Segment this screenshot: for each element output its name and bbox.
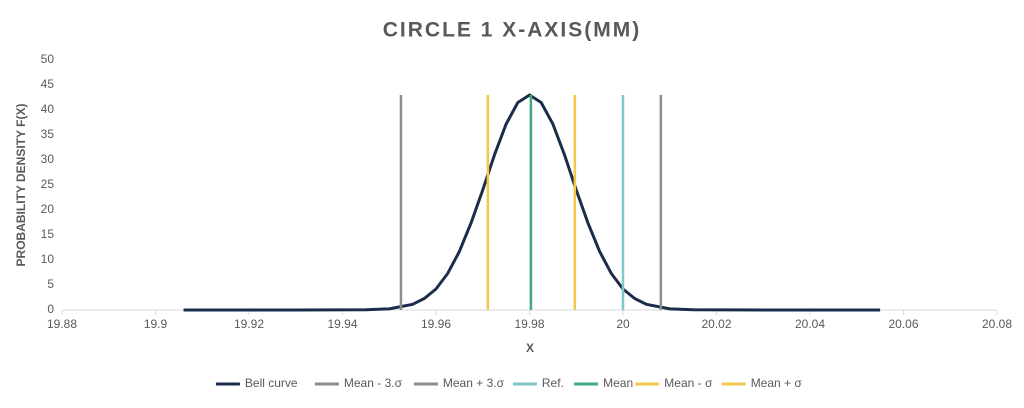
series-line [183, 93, 881, 312]
x-axis-title: X [526, 341, 534, 355]
legend-label: Mean [603, 376, 633, 390]
legend-label: Mean + 3.σ [443, 376, 505, 390]
y-tick-label: 20 [41, 202, 55, 216]
x-tick-label: 20 [616, 317, 630, 331]
legend-label: Bell curve [245, 376, 298, 390]
y-tick-label: 45 [41, 77, 55, 91]
y-tick-label: 5 [47, 277, 54, 291]
legend-label: Mean - 3.σ [344, 376, 403, 390]
x-tick-label: 20.04 [795, 317, 825, 331]
x-tick-label: 20.06 [888, 317, 918, 331]
y-tick-label: 25 [41, 177, 55, 191]
x-tick-label: 19.9 [144, 317, 168, 331]
y-tick-label: 15 [41, 227, 55, 241]
y-tick-label: 10 [41, 252, 55, 266]
x-tick-label: 20.08 [982, 317, 1012, 331]
chart-title: CIRCLE 1 X-AXIS(MM) [383, 19, 642, 42]
y-tick-label: 0 [47, 302, 54, 316]
x-tick-label: 20.02 [701, 317, 731, 331]
x-tick-label: 19.92 [234, 317, 264, 331]
x-tick-label: 19.88 [47, 317, 77, 331]
y-tick-label: 30 [41, 152, 55, 166]
x-tick-label: 19.94 [327, 317, 357, 331]
x-tick-label: 19.96 [421, 317, 451, 331]
y-axis-title: PROBABILITY DENSITY F(X) [14, 104, 28, 267]
legend-label: Mean - σ [664, 376, 713, 390]
y-tick-label: 35 [41, 127, 55, 141]
legend-label: Ref. [542, 376, 564, 390]
legend-label: Mean + σ [751, 376, 803, 390]
y-tick-label: 40 [41, 102, 55, 116]
x-tick-label: 19.98 [514, 317, 544, 331]
y-tick-label: 50 [41, 52, 55, 66]
